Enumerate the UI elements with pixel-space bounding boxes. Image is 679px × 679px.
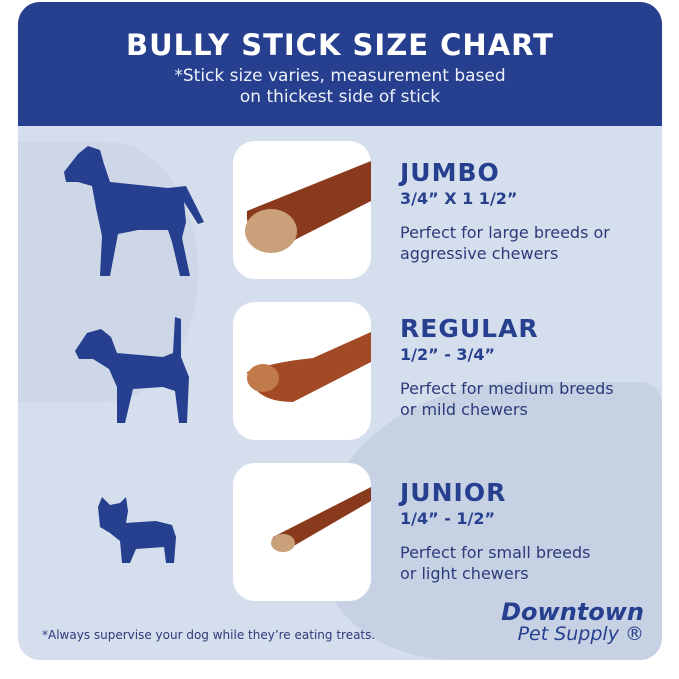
- large-dog-icon: [64, 146, 204, 276]
- medium-dog-icon: [75, 317, 189, 423]
- desc-line: Perfect for large breeds or: [400, 223, 610, 242]
- desc-line: or light chewers: [400, 564, 529, 583]
- size-chart-panel: BULLY STICK SIZE CHART *Stick size varie…: [18, 2, 662, 660]
- size-description: Perfect for large breeds or aggressive ch…: [400, 222, 610, 264]
- jumbo-stick-image: [233, 141, 371, 279]
- desc-line: Perfect for small breeds: [400, 543, 591, 562]
- size-name: JUMBO: [400, 158, 500, 187]
- size-regular: REGULAR 1/2” - 3/4” Perfect for medium b…: [400, 314, 614, 420]
- header: BULLY STICK SIZE CHART *Stick size varie…: [18, 2, 662, 126]
- brand-logo: Downtown Pet Supply ®: [501, 598, 644, 645]
- desc-line: or mild chewers: [400, 400, 528, 419]
- desc-line: Perfect for medium breeds: [400, 379, 614, 398]
- size-dimension: 1/2” - 3/4”: [400, 345, 496, 364]
- size-name: REGULAR: [400, 314, 539, 343]
- size-junior: JUNIOR 1/4” - 1/2” Perfect for small bre…: [400, 478, 590, 584]
- size-name: JUNIOR: [400, 478, 507, 507]
- page-title: BULLY STICK SIZE CHART: [126, 28, 554, 62]
- junior-stick-image: [233, 463, 371, 601]
- desc-line: aggressive chewers: [400, 244, 559, 263]
- logo-line: Pet Supply ®: [517, 623, 644, 645]
- size-description: Perfect for medium breeds or mild chewers: [400, 378, 614, 420]
- subtitle-line: *Stick size varies, measurement based: [174, 66, 506, 86]
- regular-stick-image: [233, 302, 371, 440]
- small-dog-icon: [98, 497, 176, 563]
- subtitle-line: on thickest side of stick: [239, 87, 441, 107]
- subtitle: *Stick size varies, measurement based on…: [18, 66, 662, 108]
- logo-line: Downtown: [501, 598, 644, 626]
- size-jumbo: JUMBO 3/4” X 1 1/2” Perfect for large br…: [400, 158, 610, 264]
- size-dimension: 1/4” - 1/2”: [400, 509, 496, 528]
- supervision-note: *Always supervise your dog while they’re…: [42, 628, 376, 642]
- size-description: Perfect for small breeds or light chewers: [400, 542, 590, 584]
- size-dimension: 3/4” X 1 1/2”: [400, 189, 518, 208]
